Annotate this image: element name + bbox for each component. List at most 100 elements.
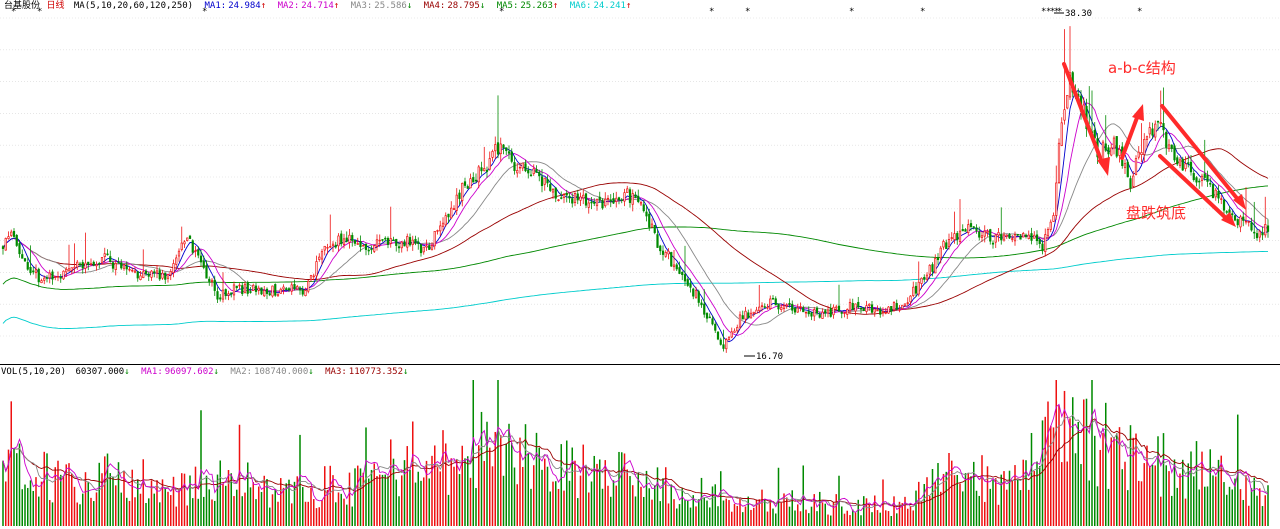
candle-body (661, 250, 665, 255)
candle-body (540, 176, 544, 187)
candle-body (89, 263, 93, 265)
candle-body (296, 286, 299, 290)
candlestick (703, 289, 706, 318)
candlestick (832, 304, 835, 319)
volume-bar (895, 513, 898, 526)
volume-bar (359, 468, 362, 526)
candlestick (648, 208, 651, 231)
candle-body (403, 241, 406, 247)
volume-bar (1049, 425, 1052, 526)
candle-body (345, 237, 348, 242)
volume-bar (692, 495, 695, 526)
candle-body (202, 260, 205, 268)
candlestick (1030, 227, 1033, 245)
candlestick (450, 201, 453, 220)
candle-body (901, 304, 904, 309)
candlestick (12, 228, 16, 239)
candle-body (304, 290, 307, 297)
candle-body (1148, 127, 1151, 135)
candlestick (975, 224, 978, 234)
candlestick (370, 245, 373, 254)
volume-bar (422, 477, 425, 526)
candle-body (763, 306, 766, 308)
candle-body (1211, 184, 1215, 199)
candle-body (705, 313, 709, 319)
volume-bar (827, 514, 829, 526)
candle-body (1233, 215, 1237, 221)
candle-body (815, 307, 819, 314)
candle-body (521, 162, 524, 169)
volume-bar (576, 498, 579, 526)
candlestick (549, 178, 552, 193)
candlestick (18, 239, 21, 258)
candle-body (246, 282, 249, 294)
candlestick (144, 269, 148, 277)
candle-body (601, 199, 604, 209)
volume-bar (876, 510, 879, 526)
candlestick (406, 233, 409, 252)
ma2-line (2, 102, 1269, 336)
volume-bar (978, 495, 981, 526)
candlestick (818, 311, 821, 319)
candle-body (373, 245, 376, 252)
volume-bar (252, 482, 255, 526)
candlestick (241, 281, 244, 296)
volume-bar (260, 491, 263, 526)
volume-bar (642, 496, 645, 526)
vol-ma3-arrow: ↓ (403, 367, 408, 377)
candlestick (689, 278, 692, 293)
candle-body (945, 242, 948, 250)
candle-body (452, 208, 456, 210)
volume-bar (1212, 475, 1214, 526)
candle-body (565, 192, 568, 196)
candlestick (26, 256, 29, 271)
candlestick (661, 245, 665, 261)
candle-body (832, 306, 835, 316)
wave-b-arrowhead (1132, 104, 1144, 121)
candlestick (194, 245, 197, 258)
candlestick (1134, 155, 1138, 176)
candle-body (213, 279, 216, 291)
volume-bar (1220, 455, 1223, 526)
candlestick (337, 233, 340, 252)
candlestick (452, 205, 456, 211)
volume-bar (1184, 498, 1187, 526)
volume-bar (1223, 482, 1225, 526)
candle-body (862, 307, 865, 311)
candle-body (439, 225, 442, 232)
candlestick (21, 249, 24, 259)
volume-bar (950, 460, 953, 526)
candle-body (1187, 162, 1190, 164)
volume-bar (821, 502, 824, 526)
volume-bar (964, 473, 967, 526)
candlestick (375, 234, 379, 251)
candle-body (516, 170, 519, 174)
candlestick (507, 145, 511, 160)
volume-bar (274, 489, 277, 526)
candlestick (1145, 135, 1149, 148)
candlestick (1011, 234, 1014, 243)
candle-body (136, 271, 139, 279)
volume-bar (398, 496, 400, 526)
candle-body (1093, 130, 1096, 139)
volume-bar (890, 515, 893, 526)
candle-body (1035, 234, 1039, 242)
volume-bar (345, 504, 348, 526)
volume-bar (403, 460, 406, 526)
candle-body (846, 309, 849, 315)
candle-body (436, 230, 439, 232)
candle-body (964, 229, 967, 232)
candlestick (551, 187, 555, 199)
vol-ma2-label: MA2: (230, 367, 252, 377)
candle-body (736, 327, 739, 332)
candlestick (1035, 230, 1039, 246)
volume-bar (1074, 453, 1077, 526)
volume-bar (147, 498, 150, 526)
candle-body (1008, 234, 1011, 239)
volume-bar (1038, 466, 1041, 526)
volume-bar (1192, 476, 1195, 526)
candle-body (683, 274, 687, 282)
volume-bar (708, 507, 711, 526)
candlestick (1170, 144, 1173, 153)
candle-body (752, 311, 755, 314)
